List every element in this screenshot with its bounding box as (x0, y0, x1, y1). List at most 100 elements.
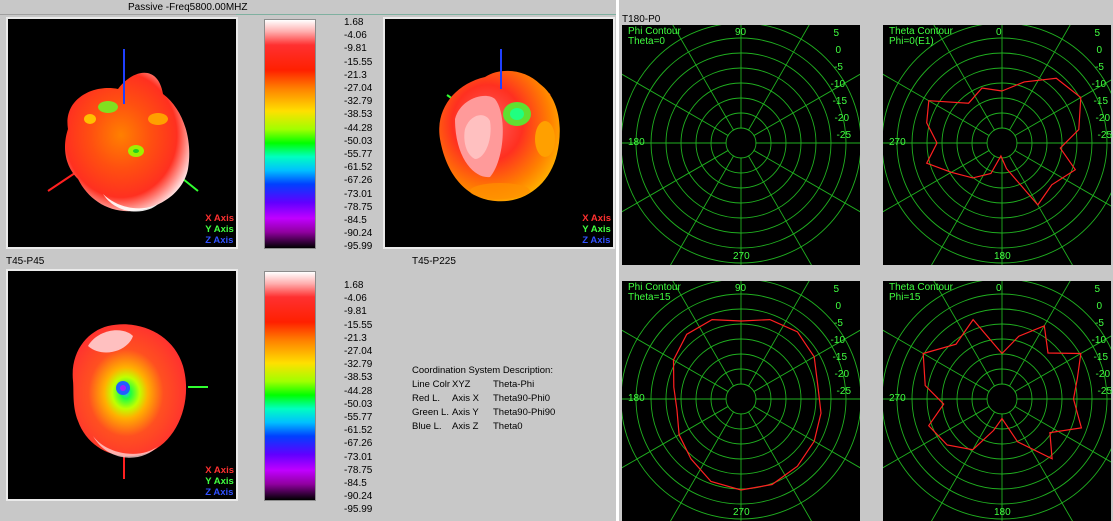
polar-spoke (883, 329, 990, 393)
polar-spoke (1014, 335, 1111, 393)
polar-trace (672, 318, 822, 491)
radial-label: -15 (832, 96, 847, 107)
polar-spoke (747, 25, 810, 131)
colorbar-top (264, 19, 316, 249)
polar-spoke (883, 405, 990, 469)
coordination-cell: Red L. (412, 393, 440, 404)
polar-ring (986, 127, 1018, 159)
polar-spoke (622, 329, 729, 393)
polar-title: Theta Contour Phi=0(E1) (889, 27, 953, 47)
axis-legend: X Axis Y Axis Z Axis (205, 465, 234, 498)
radial-label: -20 (1095, 369, 1110, 380)
polar-plot-phi-theta15[interactable]: Phi Contour Theta=15 90 180 270 5 0 -5 -10 -15 -20… (622, 281, 860, 521)
polar-grid (622, 25, 860, 265)
y-axis-label: Y Axis (205, 224, 234, 235)
polar-spoke (1014, 79, 1111, 137)
colorbar-value: 1.68 (344, 280, 364, 291)
view-label-t180-p0: T180-P0 (622, 14, 661, 25)
radial-label: -25 (1097, 130, 1112, 141)
radial-label: -20 (1095, 113, 1110, 124)
coordination-row: Line Colr XYZ Theta-Phi (412, 378, 555, 392)
coordination-cell: Theta90-Phi90 (493, 407, 556, 418)
polar-title-line2: Phi=15 (889, 292, 921, 303)
y-axis-label: Y Axis (205, 476, 234, 487)
polar-ring (725, 383, 757, 415)
3d-view-top-right[interactable]: X Axis Y Axis Z Axis (383, 17, 615, 249)
colorbar-value: -84.5 (344, 215, 367, 226)
polar-title: Phi Contour Theta=15 (628, 283, 681, 303)
x-axis-label: X Axis (205, 465, 234, 476)
coordination-row: Red L. Axis X Theta90-Phi0 (412, 392, 555, 406)
radial-label: -15 (832, 352, 847, 363)
colorbar-value: -55.77 (344, 412, 373, 423)
polar-spoke (747, 411, 812, 521)
colorbar-labels-bottom: 1.68 -4.06 -9.81 -15.55 -21.3 -27.04 -32.79 -38… (344, 280, 384, 520)
radial-label: 0 (1096, 45, 1102, 56)
radial-label: -25 (1097, 386, 1112, 397)
radial-label: -5 (834, 62, 843, 73)
polar-spoke (883, 73, 990, 137)
polar-spoke (672, 281, 735, 387)
colorbar-value: -32.79 (344, 359, 373, 371)
3d-pattern-graphic (47, 49, 199, 212)
polar-spoke (933, 281, 996, 387)
polar-title-line1: Theta Contour (889, 282, 953, 293)
view-label-t45-p225: T45-P225 (412, 256, 456, 267)
colorbar-value: -90.24 (344, 228, 373, 240)
colorbar-value: -9.81 (344, 43, 367, 55)
colorbar-value: -61.52 (344, 162, 373, 174)
polar-spoke (747, 155, 812, 265)
colorbar-value: -27.04 (344, 83, 373, 94)
angle-label-top: 90 (735, 27, 747, 38)
radial-label: -5 (1095, 62, 1104, 73)
coordination-cell: Blue L. (412, 421, 442, 432)
angle-label-bottom: 180 (994, 251, 1011, 262)
polar-spoke (747, 281, 810, 387)
coordination-cell: Axis X (452, 393, 479, 404)
radial-label: -20 (834, 369, 849, 380)
colorbar-value: -15.55 (344, 319, 373, 331)
colorbar-value: -50.03 (344, 398, 373, 410)
colorbar-value: -95.99 (344, 504, 373, 516)
polar-grid (883, 25, 1111, 265)
y-axis-label: Y Axis (582, 224, 611, 235)
colorbar-value: -44.28 (344, 385, 373, 397)
z-axis-label: Z Axis (582, 235, 611, 246)
polar-plot-theta-phi15[interactable]: Theta Contour Phi=15 0 270 180 5 0 -5 -10 -15 -20 -… (883, 281, 1112, 521)
colorbar-value: -15.55 (344, 56, 373, 68)
polar-spoke (1014, 405, 1111, 463)
polar-spoke (1008, 155, 1073, 265)
radiation-pattern-window: Passive -Freq5800.00MHZ (0, 0, 616, 521)
window-title: Passive -Freq5800.00MHZ (128, 2, 248, 13)
polar-plot-theta-phi0[interactable]: Theta Contour Phi=0(E1) 0 270 180 5 0 -5 -10 -15 -… (883, 25, 1112, 265)
polar-trace (925, 77, 1082, 206)
title-divider (236, 14, 616, 15)
angle-label-top: 0 (996, 27, 1002, 38)
colorbar-value: -21.3 (344, 69, 367, 81)
colorbar-value: -84.5 (344, 478, 367, 489)
polar-plot-phi-theta0[interactable]: Phi Contour Theta=0 90 180 270 5 0 -5 -10 -15 -20 -… (622, 25, 860, 265)
3d-pattern-graphic (439, 49, 560, 202)
coordination-cell: Axis Y (452, 407, 479, 418)
coordination-cell: Theta90-Phi0 (493, 393, 551, 404)
3d-view-bottom-left[interactable]: X Axis Y Axis Z Axis (6, 269, 238, 501)
axis-legend: X Axis Y Axis Z Axis (582, 213, 611, 246)
angle-label-bottom: 270 (733, 251, 750, 262)
radial-label: 5 (833, 28, 839, 39)
polar-ring (725, 127, 757, 159)
polar-spoke (753, 329, 860, 393)
colorbar-value: -73.01 (344, 188, 373, 200)
polar-spoke (622, 405, 729, 469)
polar-title: Theta Contour Phi=15 (889, 283, 953, 303)
3d-view-top-left[interactable]: X Axis Y Axis Z Axis (6, 17, 238, 249)
polar-title-line2: Phi=0(E1) (889, 36, 934, 47)
polar-spoke (931, 155, 996, 265)
radial-label: 0 (1096, 301, 1102, 312)
colorbar-bottom (264, 271, 316, 501)
radial-label: -25 (836, 386, 851, 397)
colorbar-value: -55.77 (344, 149, 373, 160)
polar-spoke (1008, 281, 1071, 387)
angle-label-left: 180 (628, 393, 645, 404)
polar-title-line2: Theta=0 (628, 36, 665, 47)
polar-spoke (622, 73, 729, 137)
